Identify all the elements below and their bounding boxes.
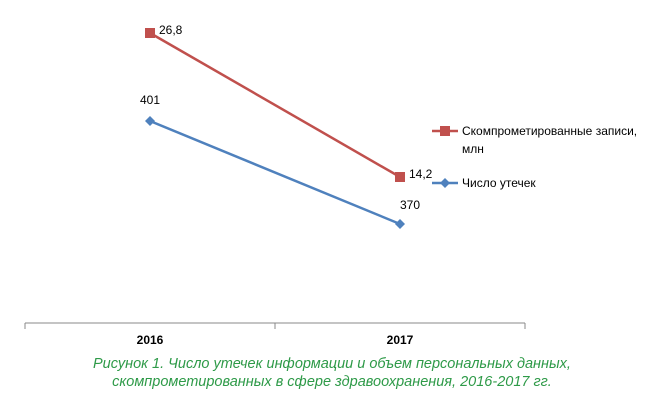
marker: [145, 116, 155, 126]
legend-item: Число утечек: [432, 174, 652, 192]
legend-label: Число утечек: [462, 176, 536, 190]
legend-icon: [432, 178, 458, 188]
caption: Рисунок 1. Число утечек информации и объ…: [0, 355, 664, 391]
caption-line: скомпрометированных в сфере здравоохране…: [112, 374, 552, 390]
legend-icon: [432, 126, 458, 136]
caption-line: Рисунок 1. Число утечек информации и объ…: [93, 356, 571, 372]
data-label: 401: [140, 93, 160, 107]
legend-label: Скомпрометированные записи, млн: [462, 124, 638, 156]
marker: [395, 219, 405, 229]
data-label: 26,8: [159, 23, 183, 37]
data-label: 14,2: [409, 167, 433, 181]
marker: [440, 178, 450, 188]
line: [149, 31, 401, 179]
marker: [395, 172, 405, 182]
marker: [145, 28, 155, 38]
marker: [440, 126, 450, 136]
x-tick-label: 2016: [137, 333, 164, 347]
line: [149, 119, 401, 226]
legend: Скомпрометированные записи, млн Число уте…: [432, 122, 652, 208]
data-label: 370: [400, 198, 420, 212]
x-tick-label: 2017: [387, 333, 414, 347]
legend-item: Скомпрометированные записи, млн: [432, 122, 652, 158]
